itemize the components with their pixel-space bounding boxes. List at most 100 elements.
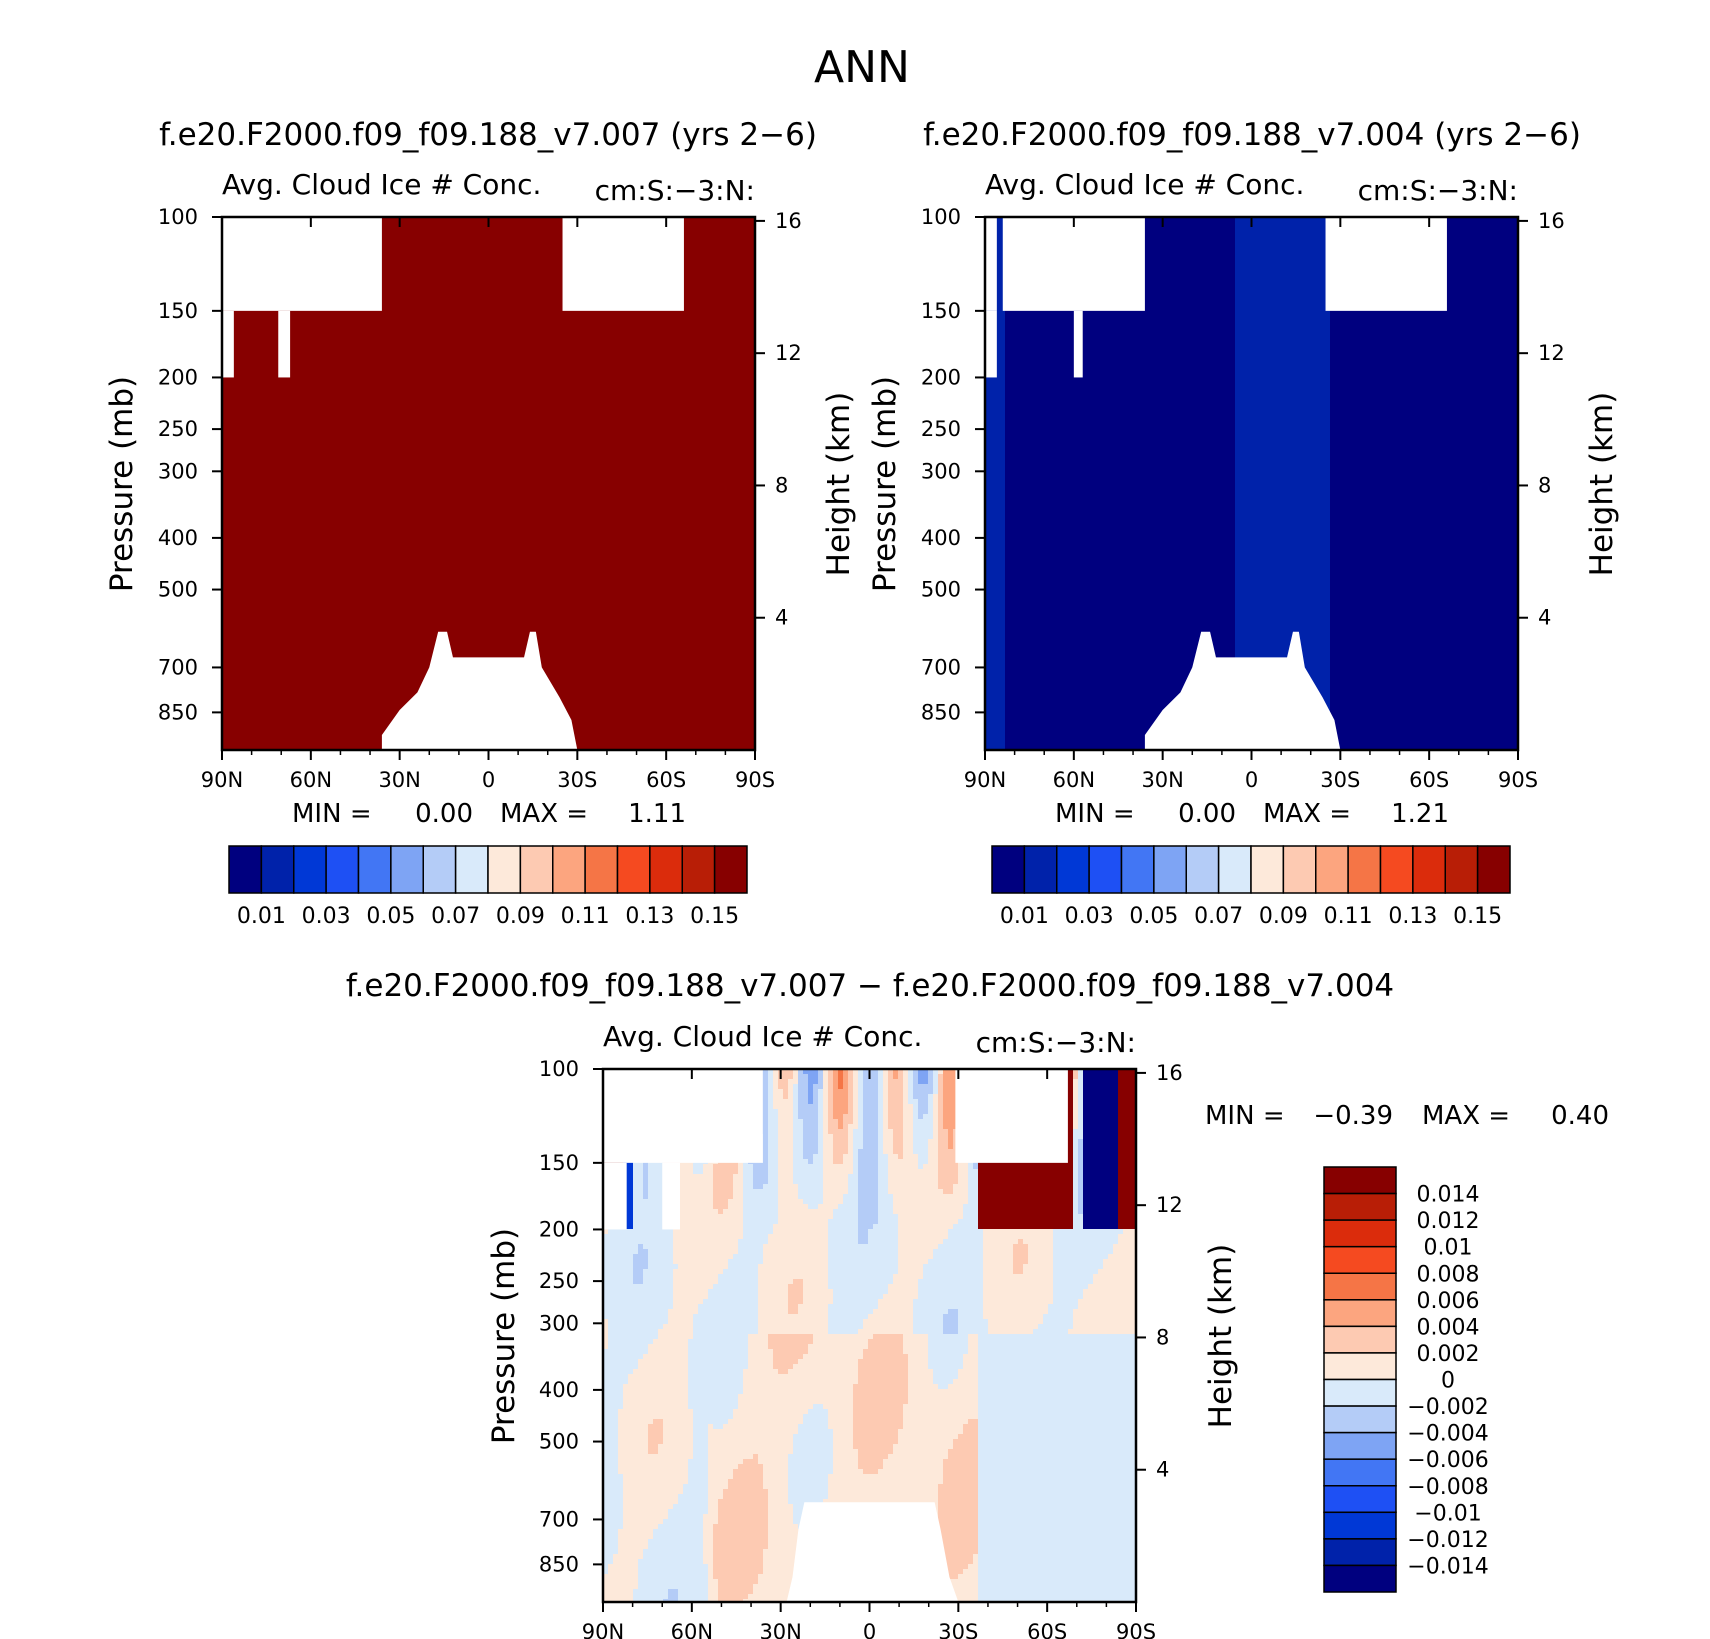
colorbar-swatch (1323, 1405, 1397, 1434)
panel-1-units: cm:S:−3:N: (1358, 174, 1518, 207)
panel-0-max-label: MAX = (500, 799, 588, 829)
panel-1-min-value: 0.00 (1178, 799, 1236, 829)
y-right-tick-label: 4 (1538, 606, 1551, 630)
y-tick-label: 200 (539, 1217, 579, 1241)
panel-2-min-label: MIN = (1205, 1101, 1285, 1131)
colorbar-swatch (1323, 1564, 1397, 1593)
x-tick-label: 60N (671, 1620, 713, 1639)
colorbar-swatch (357, 845, 392, 894)
y-right-tick-label: 8 (1156, 1325, 1169, 1349)
y-right-tick-label: 16 (1538, 209, 1565, 233)
y-right-tick-label: 12 (775, 341, 802, 365)
y-tick-label: 300 (921, 459, 961, 483)
colorbar-label: 0.13 (625, 904, 674, 929)
figure-title: ANN (814, 42, 910, 93)
y-right-tick-label: 8 (775, 473, 788, 497)
panel-2-contour-field (603, 1069, 1136, 1602)
x-tick-label: 60S (1027, 1620, 1067, 1639)
colorbar-label: 0.01 (1424, 1236, 1473, 1261)
colorbar-swatch (1323, 1272, 1397, 1301)
colorbar-swatch (584, 845, 619, 894)
x-tick-label: 30S (557, 768, 597, 792)
x-tick-label: 90S (735, 768, 775, 792)
x-tick-label: 90N (582, 1620, 624, 1639)
colorbar-swatch (1323, 1219, 1397, 1248)
panel-1-title: f.e20.F2000.f09_f09.188_v7.004 (yrs 2−6) (923, 117, 1581, 153)
colorbar-label: −0.014 (1407, 1554, 1488, 1579)
colorbar-swatch (293, 845, 327, 894)
colorbar-label: −0.004 (1407, 1422, 1488, 1447)
y-tick-label: 700 (539, 1507, 579, 1531)
colorbar-swatch (552, 845, 586, 894)
x-tick-label: 90N (201, 768, 243, 792)
panel-2-ylabel: Pressure (mb) (486, 1228, 522, 1444)
colorbar-swatch (1476, 845, 1511, 894)
colorbar-swatch (1056, 845, 1090, 894)
colorbar-label: 0.11 (561, 904, 610, 929)
colorbar-label: 0.05 (366, 904, 415, 929)
panel-1-axes: 90N 60N 30N 0 30S 60S 90S 100 150 200 250 300 400 500… (921, 205, 1565, 792)
panel-0-min-value: 0.00 (415, 799, 473, 829)
colorbar-swatch (1412, 845, 1446, 894)
y-tick-label: 150 (158, 299, 198, 323)
colorbar-swatch (1323, 1431, 1397, 1460)
y-right-tick-label: 16 (775, 209, 802, 233)
panel-2-colorbar: 0.0140.0120.010.0080.0060.0040.0020−0.00… (1323, 1166, 1489, 1593)
colorbar-swatch (1323, 1245, 1397, 1274)
colorbar-swatch (1217, 845, 1252, 894)
panel-0-subtitle: Avg. Cloud Ice # Conc. (222, 168, 541, 201)
y-tick-label: 200 (921, 365, 961, 389)
panel-0-max-value: 1.11 (628, 799, 686, 829)
panel-2-title: f.e20.F2000.f09_f09.188_v7.007 − f.e20.F… (346, 968, 1394, 1004)
colorbar-label: 0.012 (1417, 1209, 1480, 1234)
panel-2-max-label: MAX = (1422, 1101, 1510, 1131)
y-right-tick-label: 4 (1156, 1458, 1169, 1482)
colorbar-swatch (1347, 845, 1382, 894)
colorbar-label: 0.07 (431, 904, 480, 929)
y-tick-label: 150 (539, 1151, 579, 1175)
colorbar-swatch (713, 845, 748, 894)
x-tick-label: 90S (1498, 768, 1538, 792)
y-tick-label: 400 (158, 526, 198, 550)
colorbar-swatch (649, 845, 683, 894)
colorbar-label: 0.004 (1417, 1315, 1480, 1340)
panel-2-ylabel-right: Height (km) (1203, 1244, 1239, 1429)
colorbar-swatch (1444, 845, 1479, 894)
y-tick-label: 250 (158, 417, 198, 441)
y-tick-label: 850 (921, 700, 961, 724)
x-tick-label: 0 (863, 1620, 876, 1639)
colorbar-label: −0.012 (1407, 1528, 1488, 1553)
y-tick-label: 700 (921, 655, 961, 679)
colorbar-label: 0.09 (496, 904, 545, 929)
panel-0-min-label: MIN = (292, 799, 372, 829)
y-tick-label: 500 (921, 578, 961, 602)
panel-1-max-label: MAX = (1263, 799, 1351, 829)
panel-0-axes: 90N 60N 30N 0 30S 60S 90S 100 150 200 250 300 400 500… (158, 205, 802, 792)
panel-2-max-value: 0.40 (1551, 1101, 1609, 1131)
y-tick-label: 700 (158, 655, 198, 679)
x-tick-label: 90N (964, 768, 1006, 792)
colorbar-label: 0.01 (237, 904, 286, 929)
x-tick-label: 60N (1053, 768, 1095, 792)
y-tick-label: 500 (539, 1430, 579, 1454)
y-tick-label: 850 (158, 700, 198, 724)
colorbar-swatch (487, 845, 522, 894)
colorbar-label: 0.05 (1129, 904, 1178, 929)
colorbar-swatch (1323, 1352, 1397, 1381)
colorbar-swatch (1323, 1166, 1397, 1195)
panel-2: f.e20.F2000.f09_f09.188_v7.007 − f.e20.F… (346, 968, 1609, 1639)
colorbar-label: 0.014 (1417, 1183, 1480, 1208)
y-tick-label: 150 (921, 299, 961, 323)
colorbar-swatch (454, 845, 489, 894)
x-tick-label: 30N (1141, 768, 1183, 792)
colorbar-label: −0.01 (1414, 1501, 1481, 1526)
y-tick-label: 200 (158, 365, 198, 389)
colorbar-swatch (390, 845, 424, 894)
y-tick-label: 400 (539, 1378, 579, 1402)
x-tick-label: 0 (482, 768, 495, 792)
panel-1-ylabel: Pressure (mb) (867, 376, 903, 592)
y-right-tick-label: 16 (1156, 1061, 1183, 1085)
colorbar-label: 0.01 (1000, 904, 1049, 929)
colorbar-swatch (519, 845, 554, 894)
